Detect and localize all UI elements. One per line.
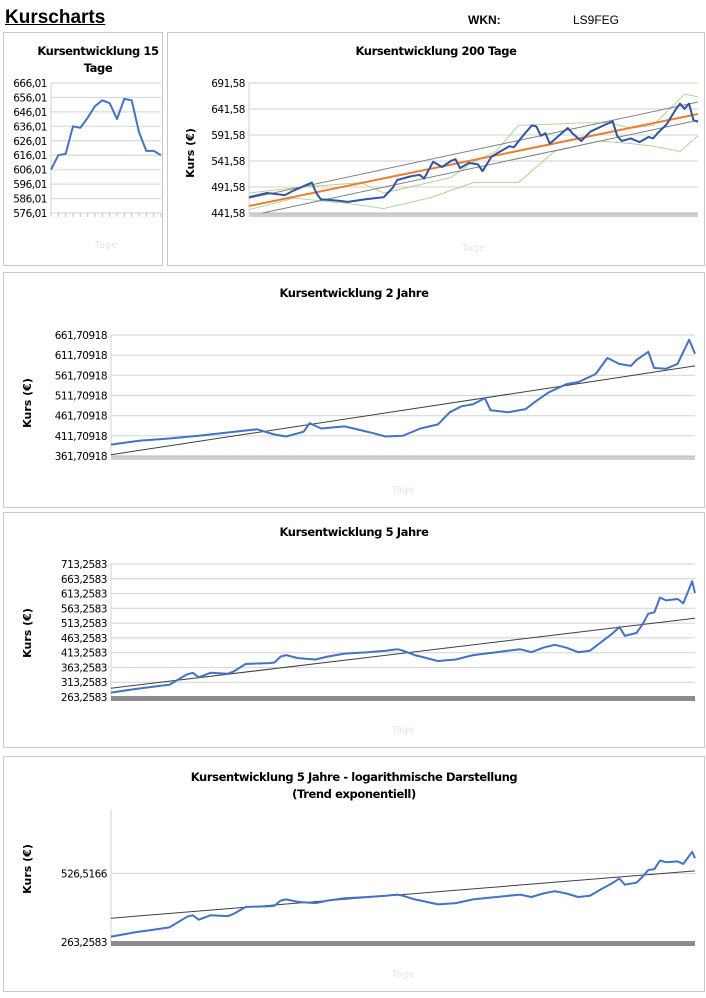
chart-svg: 576,01 586,01 596,01 606,01 616,01 626,01 636,… (13, 78, 162, 251)
chart-2-years: 361,70918 411,70918 461,70918 511,70918 561,… (3, 272, 705, 508)
y-tick-label: 616,01 (13, 150, 47, 162)
y-tick-label: 611,70918 (55, 350, 107, 362)
chart-svg: 441,58 491,58 541,58 591,58 641,58 691,58 Kurs… (184, 78, 699, 254)
chart-svg: 263,2583 313,2583 363,2583 413,2583 463,2583… (21, 559, 696, 736)
y-tick-label: 511,70918 (55, 391, 107, 403)
price-series-line (50, 97, 162, 171)
wkn-label: WKN: (468, 13, 501, 27)
trend-line (248, 113, 699, 207)
y-tick-label: 576,01 (13, 208, 47, 220)
y-tick-label: 413,2583 (61, 648, 107, 660)
y-tick-label: 606,01 (13, 165, 47, 177)
y-tick-label: 641,58 (211, 104, 245, 116)
page-title: Kurscharts (5, 7, 106, 28)
y-tick-label: 441,58 (211, 208, 245, 220)
band-line (248, 93, 699, 194)
y-tick-label: 463,2583 (61, 633, 107, 645)
chart-title-line: Kursentwicklung 5 Jahre (279, 525, 429, 539)
chart-title: Kursentwicklung 5 Jahre (4, 524, 704, 541)
trend-line (110, 870, 696, 919)
y-tick-label: 526,5166 (61, 868, 108, 880)
y-tick-label: 541,58 (211, 156, 245, 168)
y-tick-label: 656,01 (13, 92, 47, 104)
y-tick-label: 661,70918 (55, 330, 107, 342)
y-tick-label: 313,2583 (61, 677, 107, 689)
y-tick-label: 263,2583 (61, 692, 107, 704)
y-tick-label: 646,01 (13, 107, 47, 119)
trend-line (110, 617, 696, 689)
x-axis-band (111, 941, 695, 946)
chart-title-line: Kursentwicklung 15 (37, 44, 159, 58)
chart-title: Kursentwicklung 15 Tage (4, 43, 162, 77)
y-tick-label: 411,70918 (55, 431, 107, 443)
y-tick-label: 461,70918 (55, 411, 107, 423)
chart-5-years-log: 263,2583 526,5166 Kurs (€) Tage Kursentwick… (3, 756, 705, 992)
x-axis-title: Tage (461, 243, 485, 254)
x-axis-ticks (249, 213, 698, 217)
y-tick-label: 563,2583 (61, 603, 107, 615)
trend-line (248, 101, 699, 199)
y-tick-label: 363,2583 (61, 662, 107, 674)
y-axis-title: Kurs (€) (21, 608, 34, 658)
x-axis-title: Tage (390, 485, 414, 496)
price-series-line (110, 850, 696, 938)
y-tick-label: 491,58 (211, 182, 245, 194)
price-series-line (248, 102, 699, 203)
x-axis-title: Tage (390, 725, 414, 736)
y-tick-label: 596,01 (13, 179, 47, 191)
chart-5-years: 263,2583 313,2583 363,2583 413,2583 463,2583… (3, 512, 705, 748)
y-tick-label: 586,01 (13, 194, 47, 206)
y-axis-title: Kurs (€) (21, 844, 34, 894)
y-axis-title: Kurs (€) (21, 378, 34, 428)
y-tick-label: 591,58 (211, 130, 245, 142)
x-axis-title: Tage (93, 240, 117, 251)
chart-title-line: Tage (83, 61, 113, 75)
wkn-value: LS9FEG (573, 13, 620, 27)
y-tick-label: 663,2583 (61, 574, 107, 586)
y-tick-label: 263,2583 (61, 937, 107, 949)
y-tick-label: 666,01 (13, 78, 47, 90)
y-tick-label: 691,58 (211, 78, 245, 90)
x-axis-title: Tage (390, 969, 414, 980)
y-tick-label: 713,2583 (61, 559, 107, 571)
y-axis-title: Kurs (€) (184, 128, 197, 178)
x-axis-band (111, 696, 695, 701)
chart-title-line: (Trend exponentiell) (292, 787, 416, 801)
x-axis-ticks (111, 456, 695, 460)
chart-title-line: Kursentwicklung 5 Jahre - logarithmische… (190, 770, 518, 784)
chart-svg: 263,2583 526,5166 Kurs (€) Tage (21, 810, 696, 980)
chart-title: Kursentwicklung 5 Jahre - logarithmische… (4, 769, 704, 803)
chart-15-days: 576,01 586,01 596,01 606,01 616,01 626,01 636,… (3, 32, 163, 266)
chart-title-line: Kursentwicklung 200 Tage (355, 44, 517, 58)
y-tick-label: 561,70918 (55, 370, 107, 382)
y-tick-label: 513,2583 (61, 618, 107, 630)
y-tick-label: 636,01 (13, 121, 47, 133)
price-series-line (110, 580, 696, 694)
band-line (248, 135, 699, 211)
chart-title: Kursentwicklung 2 Jahre (4, 285, 704, 302)
chart-200-days: 441,58 491,58 541,58 591,58 641,58 691,58 Kurs… (167, 32, 705, 266)
chart-title: Kursentwicklung 200 Tage (168, 43, 704, 60)
chart-title-line: Kursentwicklung 2 Jahre (279, 286, 429, 300)
price-series-line (110, 338, 696, 446)
y-tick-label: 361,70918 (55, 451, 107, 463)
y-tick-label: 626,01 (13, 136, 47, 148)
y-tick-label: 613,2583 (61, 589, 107, 601)
trend-line (110, 365, 696, 456)
chart-svg: 361,70918 411,70918 461,70918 511,70918 561,… (21, 330, 696, 496)
